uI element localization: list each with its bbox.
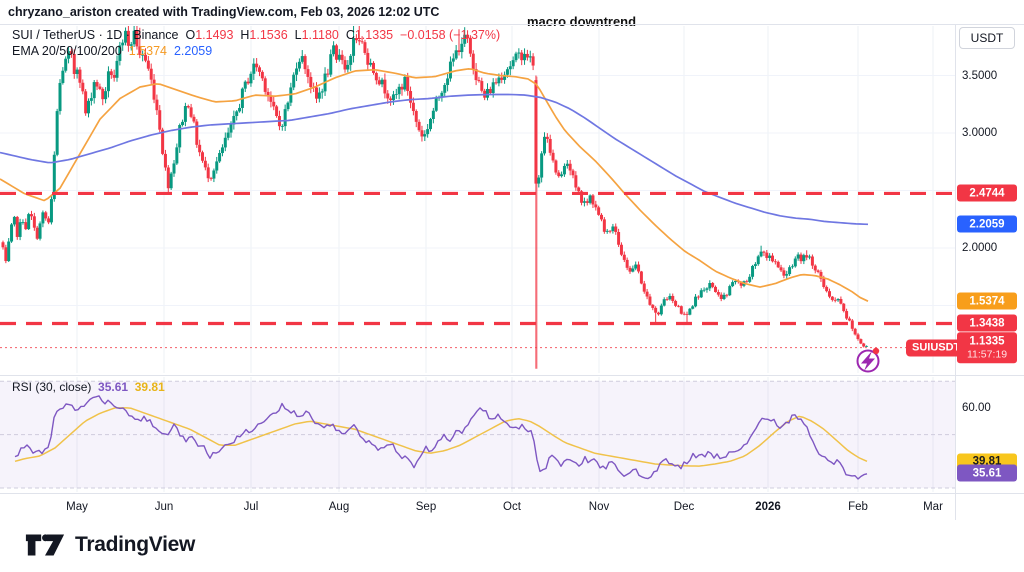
ema-legend[interactable]: EMA 20/50/100/200 1.5374 2.2059 xyxy=(12,44,212,58)
notification-dot xyxy=(872,347,880,355)
high-label: H xyxy=(240,28,250,42)
rsi-title: RSI (30, close) xyxy=(12,380,92,394)
ema-slow-value: 2.2059 xyxy=(173,44,213,58)
time-axis-label-Sep[interactable]: Sep xyxy=(415,501,437,513)
countdown-timer: 11:57:19 xyxy=(966,348,1008,361)
ema-slow-line xyxy=(0,93,869,226)
watermark-text: chryzano_ariston created with TradingVie… xyxy=(8,5,440,19)
high-value: 1.1536 xyxy=(249,28,288,42)
price-level-badge-2.2059: 2.2059 xyxy=(957,215,1017,233)
low-label: L xyxy=(294,28,302,42)
rsi-line xyxy=(14,395,868,480)
last-price-value: 1.1335 xyxy=(969,334,1005,347)
time-axis-label-Feb[interactable]: Feb xyxy=(848,501,868,513)
tradingview-logo-icon xyxy=(25,534,65,556)
tradingview-logo[interactable]: TradingView xyxy=(24,530,195,560)
last-price-symbol-tag: SUIUSDT xyxy=(906,339,967,357)
price-level-badge-2.4744: 2.4744 xyxy=(957,184,1017,202)
pane-divider[interactable] xyxy=(0,375,1024,376)
candlestick-series[interactable] xyxy=(1,10,869,369)
tradingview-logo-text: TradingView xyxy=(75,533,196,556)
price-tick-3.0000[interactable]: 3.0000 xyxy=(962,127,998,139)
last-price-badge: 1.1335 11:57:19 xyxy=(957,331,1017,364)
time-axis-label-May[interactable]: May xyxy=(66,501,88,513)
price-level-badge-1.5374: 1.5374 xyxy=(957,292,1017,310)
low-value: 1.1180 xyxy=(301,28,339,42)
open-label: O xyxy=(185,28,196,42)
time-axis-label-Dec[interactable]: Dec xyxy=(673,501,695,513)
symbol-legend[interactable]: SUI / TetherUS · 1D · Binance O1.1493 H1… xyxy=(12,28,500,42)
time-axis-label-Mar[interactable]: Mar xyxy=(923,501,943,513)
open-value: 1.1493 xyxy=(195,28,234,42)
close-label: C xyxy=(345,28,355,42)
close-value: 1.1335 xyxy=(354,28,394,42)
time-axis-label-2026[interactable]: 2026 xyxy=(755,501,781,513)
rsi-main-value: 35.61 xyxy=(98,380,129,394)
ema-fast-value: 1.5374 xyxy=(128,44,167,58)
price-tick-3.5000[interactable]: 3.5000 xyxy=(962,69,998,82)
symbol-title[interactable]: SUI / TetherUS · 1D · Binance xyxy=(12,28,179,42)
ema-fast-line xyxy=(0,68,869,302)
change-value: −0.0158 (−1.37%) xyxy=(400,28,501,42)
rsi-tick-60.00[interactable]: 60.00 xyxy=(962,401,991,414)
price-scale-divider xyxy=(955,24,956,520)
time-axis-divider xyxy=(0,493,1024,494)
time-axis-label-Nov[interactable]: Nov xyxy=(588,501,610,513)
lightning-icon xyxy=(861,351,875,371)
time-axis-label-Jul[interactable]: Jul xyxy=(243,501,259,513)
currency-toggle-button[interactable]: USDT xyxy=(959,27,1015,49)
rsi-value-badge-35.61: 35.61 xyxy=(957,464,1017,482)
time-axis-label-Jun[interactable]: Jun xyxy=(154,501,174,513)
rsi-legend[interactable]: RSI (30, close) 35.61 39.81 xyxy=(12,380,165,394)
macro-downtrend-annotation: macro downtrend xyxy=(527,14,637,29)
price-level-badge-1.3438: 1.3438 xyxy=(957,314,1017,332)
rsi-ma-value: 39.81 xyxy=(134,380,165,394)
lightning-event-marker[interactable] xyxy=(856,347,880,373)
time-axis-label-Oct[interactable]: Oct xyxy=(503,501,521,513)
time-axis-label-Aug[interactable]: Aug xyxy=(328,501,350,513)
price-tick-2.0000[interactable]: 2.0000 xyxy=(962,242,998,254)
rsi-ma-line xyxy=(14,407,868,467)
ema-title: EMA 20/50/100/200 xyxy=(12,44,122,58)
header-divider xyxy=(0,24,1024,25)
